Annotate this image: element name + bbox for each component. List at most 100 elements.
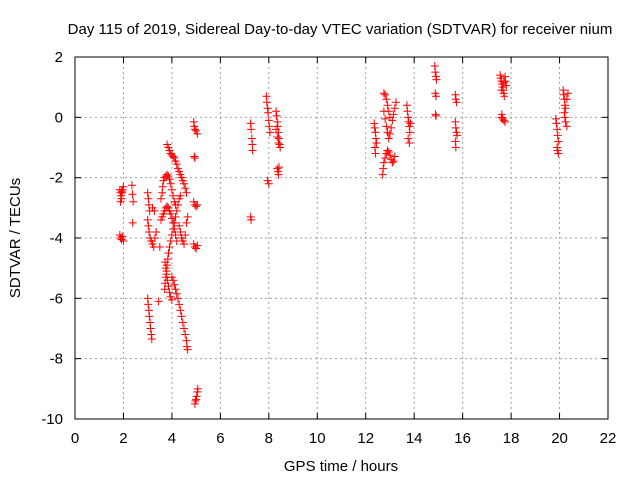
data-point <box>371 134 380 143</box>
data-point <box>248 146 257 155</box>
data-point <box>500 92 509 101</box>
data-point <box>497 110 506 119</box>
data-point <box>382 122 391 131</box>
data-point <box>161 264 170 273</box>
data-point <box>559 90 568 99</box>
data-point <box>381 90 390 99</box>
data-point <box>173 294 182 303</box>
data-point <box>389 110 398 119</box>
data-point <box>379 158 388 167</box>
x-tick-label: 6 <box>216 430 224 447</box>
data-point <box>180 240 189 249</box>
data-point <box>431 111 440 120</box>
y-tick-label: 0 <box>55 109 63 126</box>
data-point <box>165 243 174 252</box>
data-point <box>182 188 191 197</box>
data-point <box>118 232 127 241</box>
data-point <box>404 117 413 126</box>
data-point <box>172 160 181 169</box>
data-point <box>173 200 182 209</box>
data-point <box>172 206 181 215</box>
data-point <box>169 191 178 200</box>
data-point <box>129 197 138 206</box>
x-tick-label: 8 <box>265 430 273 447</box>
data-point <box>166 209 175 218</box>
data-point <box>432 75 441 84</box>
data-point <box>190 152 199 161</box>
data-point <box>403 107 412 116</box>
data-point <box>128 190 137 199</box>
data-point <box>190 154 199 163</box>
data-point <box>264 179 273 188</box>
data-point <box>405 128 414 137</box>
y-tick-label: 2 <box>55 49 63 66</box>
data-point <box>164 249 173 258</box>
data-point <box>370 123 379 132</box>
data-point <box>371 149 380 158</box>
x-tick-label: 0 <box>71 430 79 447</box>
data-point <box>155 243 164 252</box>
data-point <box>145 227 154 236</box>
data-point <box>183 212 192 221</box>
data-point <box>169 224 178 233</box>
data-point <box>143 188 152 197</box>
data-point <box>497 86 506 95</box>
data-point <box>392 98 401 107</box>
data-point <box>178 318 187 327</box>
data-point <box>181 184 190 193</box>
data-point <box>560 113 569 122</box>
data-point <box>143 215 152 224</box>
data-point <box>170 218 179 227</box>
data-point <box>150 206 159 215</box>
data-point <box>150 234 159 242</box>
data-point <box>561 117 570 126</box>
data-point <box>387 123 396 132</box>
data-point <box>170 280 179 289</box>
x-tick-label: 16 <box>454 430 471 447</box>
data-point <box>176 191 185 200</box>
data-point <box>193 129 202 138</box>
data-point <box>176 227 185 236</box>
data-point <box>177 312 186 321</box>
data-point <box>163 202 172 211</box>
data-point <box>561 104 570 113</box>
data-point <box>147 335 156 344</box>
data-point <box>404 134 413 143</box>
chart-title: Day 115 of 2019, Sidereal Day-to-day VTE… <box>68 21 613 38</box>
data-point <box>381 114 390 123</box>
data-point <box>180 324 189 333</box>
data-point <box>379 89 388 98</box>
data-point <box>372 138 381 147</box>
data-point <box>163 170 172 179</box>
data-point <box>265 122 274 131</box>
data-point <box>182 218 191 227</box>
data-point <box>554 149 563 158</box>
data-point <box>172 289 181 298</box>
data-point <box>262 98 271 107</box>
data-point <box>276 143 285 152</box>
y-tick-label: -10 <box>41 411 63 428</box>
data-point <box>175 221 184 230</box>
data-point <box>247 215 256 224</box>
data-point <box>193 241 202 250</box>
data-point <box>247 125 256 134</box>
data-point <box>158 182 167 191</box>
data-point <box>383 101 392 110</box>
x-axis-label: GPS time / hours <box>284 458 398 475</box>
data-point <box>157 194 166 203</box>
data-point <box>119 182 128 191</box>
data-point <box>390 104 399 113</box>
data-point <box>146 324 155 333</box>
data-point <box>171 212 180 221</box>
data-point <box>501 77 510 86</box>
data-point <box>390 152 399 161</box>
data-point <box>552 119 561 128</box>
data-point <box>499 116 508 125</box>
data-point <box>193 200 202 209</box>
data-point <box>183 345 192 354</box>
x-tick-label: 18 <box>503 430 520 447</box>
data-point <box>192 392 201 401</box>
data-point <box>161 258 170 267</box>
data-point <box>181 230 190 239</box>
